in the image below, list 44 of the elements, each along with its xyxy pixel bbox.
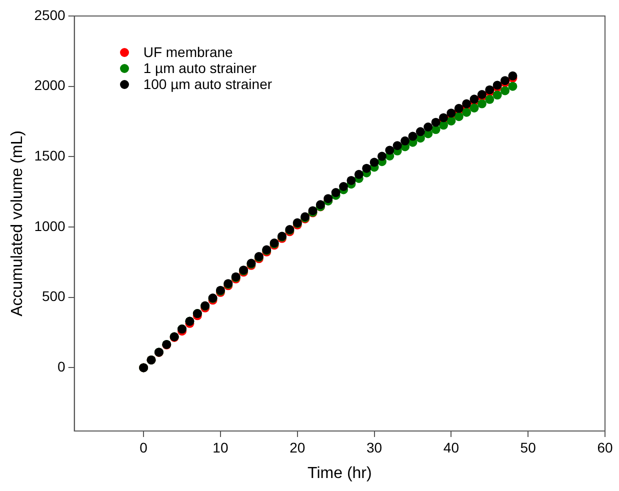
y-tick-label: 2000 [34,77,66,94]
point [470,104,479,113]
point [377,152,386,161]
point [392,141,402,150]
x-tick-label: 60 [597,439,613,456]
y-tick-label: 1500 [34,148,66,164]
point [331,188,340,198]
point [508,71,518,80]
y-tick-label: 0 [58,358,66,375]
y-tick-label: 500 [42,288,66,304]
point [346,176,356,185]
point [408,132,418,141]
point [500,86,510,96]
x-tick-label: 50 [520,439,536,456]
point [400,136,410,146]
point [454,112,464,122]
legend-label: 1 µm auto strainer [143,60,256,76]
point [424,122,433,132]
x-axis-title: Time (hr) [308,464,372,482]
legend-label: 100 µm auto strainer [143,76,272,92]
point [385,146,394,155]
point [485,94,494,104]
legend-label: UF membrane [143,44,233,60]
x-tick-label: 30 [366,439,382,456]
point [370,158,379,167]
point [462,108,472,117]
y-tick-label: 2500 [34,6,66,23]
point [416,127,425,136]
point [339,182,348,191]
x-tick-label: 0 [140,439,148,456]
point [477,90,486,99]
point [454,104,464,113]
y-axis-title: Accumulated volume (mL) [9,130,26,316]
point [492,90,502,100]
point [362,164,372,173]
x-tick-label: 10 [212,439,228,456]
x-tick-label: 40 [443,439,460,456]
point [477,99,486,108]
point [431,118,440,127]
x-tick-label: 20 [290,439,306,456]
point [508,82,518,91]
point [446,116,456,126]
point [354,170,364,179]
y-tick-label: 1000 [34,218,66,234]
